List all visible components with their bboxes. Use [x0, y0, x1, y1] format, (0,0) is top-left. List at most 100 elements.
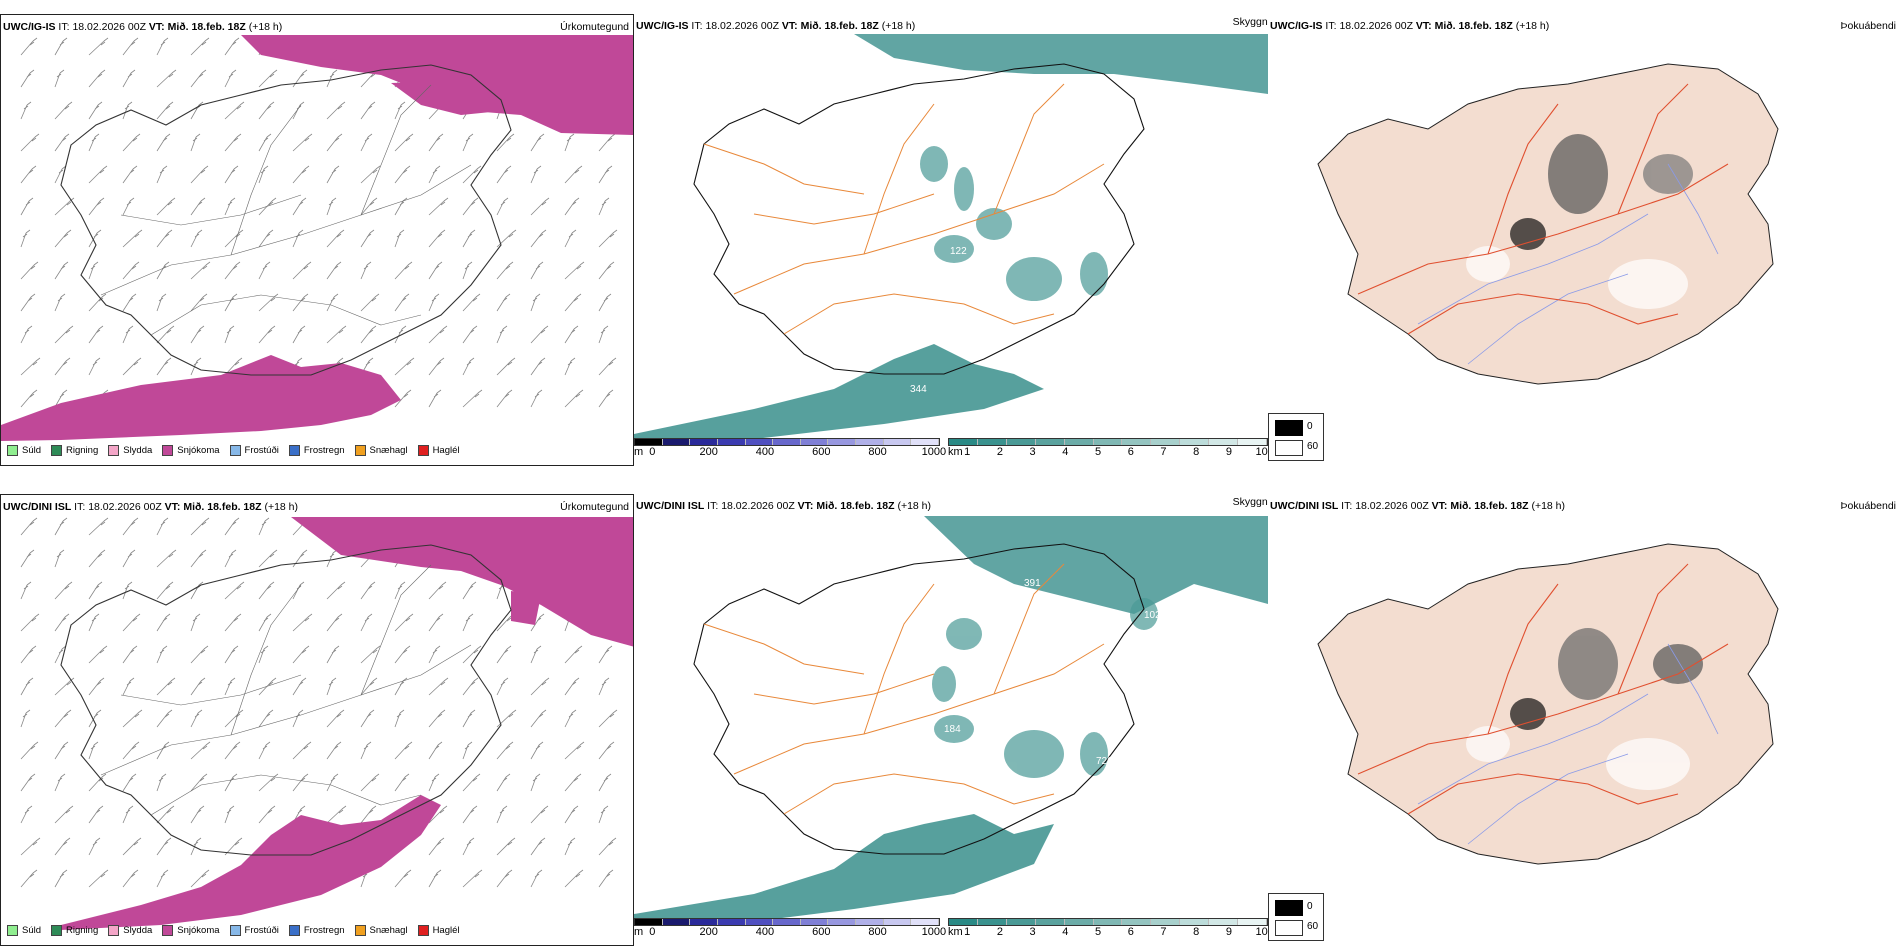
- wind-barb: [394, 613, 414, 632]
- wind-barb: [496, 837, 516, 856]
- wind-barb: [258, 517, 270, 536]
- wind-barb: [360, 709, 375, 728]
- colorbar-tick-label: 0: [649, 926, 656, 938]
- wind-barb: [462, 261, 473, 280]
- visibility-label: 35: [1032, 714, 1044, 725]
- colorbar-swatch: [662, 439, 691, 445]
- legend-swatch: [354, 924, 366, 936]
- wind-barb: [156, 197, 176, 216]
- wind-barb: [54, 549, 65, 568]
- fog-legend-high: 60: [1307, 921, 1319, 932]
- wind-barb: [156, 613, 171, 632]
- colorbar-tick-label: 800: [868, 446, 887, 458]
- wind-barb: [88, 677, 105, 696]
- wind-barb: [360, 741, 372, 760]
- wind-barb: [258, 293, 279, 312]
- colorbar-swatch: [1064, 439, 1094, 445]
- wind-barb: [394, 261, 413, 280]
- colorbar-strip: [634, 918, 940, 926]
- wind-barb: [54, 677, 75, 696]
- wind-barb: [190, 261, 211, 280]
- wind-barb: [88, 517, 109, 536]
- wind-barb: [122, 805, 134, 824]
- colorbar-swatch: [717, 439, 746, 445]
- colorbar-ticks: 1 2 3 4 5 6 7 8 9 10: [948, 446, 1268, 458]
- wind-barb: [428, 645, 441, 664]
- colorbar-tick-label: 3: [1029, 926, 1036, 938]
- wind-barb: [496, 869, 513, 888]
- wind-barb: [258, 229, 274, 248]
- visibility-area-south: [634, 814, 1054, 926]
- colorbar-swatch: [690, 439, 718, 445]
- colorbar-ticks: 1 2 3 4 5 6 7 8 9 10: [948, 926, 1268, 938]
- wind-barb: [564, 229, 577, 248]
- wind-barb: [122, 229, 143, 248]
- height-colorbar: m 0 200 400 600 800 1000: [634, 438, 946, 458]
- wind-barb: [88, 325, 104, 344]
- wind-barb: [292, 581, 305, 600]
- wind-barb: [598, 261, 615, 280]
- rivers: [1417, 643, 1719, 845]
- wind-barb: [598, 293, 612, 312]
- wind-barb: [394, 229, 405, 248]
- legend-swatch: [229, 924, 241, 936]
- wind-barb: [20, 581, 32, 600]
- wind-barb: [190, 133, 201, 152]
- colorbar-tick-label: 400: [755, 926, 775, 938]
- wind-barb: [360, 805, 377, 824]
- wind-barb: [530, 389, 543, 408]
- wind-barb: [496, 645, 512, 664]
- colorbar-tick-label: 1: [964, 446, 971, 458]
- visibility-label: 21: [1122, 742, 1134, 753]
- wind-barb: [54, 741, 69, 760]
- wind-barb: [598, 325, 609, 344]
- wind-barb: [88, 549, 106, 568]
- wind-barb: [292, 293, 309, 312]
- wind-barb: [394, 869, 412, 888]
- wind-barb: [530, 613, 545, 632]
- panel-title: Skyggni: [1232, 496, 1268, 508]
- legend-swatch: [108, 924, 120, 936]
- precip-type-legend: Súld Rigning Slydda Snjókoma Frostúði Fr…: [7, 441, 460, 459]
- snow-area-north: [241, 35, 633, 135]
- wind-barb: [224, 773, 238, 792]
- wind-barb: [88, 869, 109, 888]
- wind-barb: [394, 773, 410, 792]
- wind-barb: [190, 837, 202, 856]
- wind-barb: [122, 133, 141, 152]
- wind-barb: [190, 549, 207, 568]
- wind-barb: [20, 229, 31, 248]
- wind-barb: [88, 805, 104, 824]
- legend-swatch: [417, 444, 429, 456]
- wind-barb: [360, 773, 380, 792]
- panel-header: UWC/DINI ISL IT: 18.02.2026 00Z VT: Mið.…: [636, 500, 932, 512]
- wind-barb: [156, 773, 167, 792]
- wind-barb: [360, 101, 376, 120]
- wind-barb: [156, 677, 176, 696]
- wind-barb: [122, 613, 141, 632]
- road-network: [703, 563, 1105, 815]
- wind-barb: [598, 805, 609, 824]
- legend-item: Súld: [7, 924, 41, 936]
- colorbar-swatch: [1238, 439, 1267, 445]
- colorbar-tick-label: 1000: [921, 926, 947, 938]
- wind-barb: [462, 325, 478, 344]
- wind-barb: [564, 325, 579, 344]
- colorbar-tick-label: 5: [1094, 446, 1102, 458]
- wind-barb: [54, 293, 66, 312]
- colorbar-swatch: [635, 439, 663, 445]
- colorbar-swatch: [745, 439, 774, 445]
- legend-swatch: [51, 924, 63, 936]
- wind-barb: [156, 837, 172, 856]
- wind-barb: [88, 101, 103, 120]
- colorbar-tick-label: 1000: [921, 446, 947, 458]
- wind-barb: [326, 773, 339, 792]
- wind-barb: [462, 197, 479, 216]
- wind-barb: [156, 581, 174, 600]
- wind-barb: [122, 517, 139, 536]
- wind-barb: [394, 165, 411, 184]
- wind-barb: [428, 741, 443, 760]
- wind-barb: [394, 293, 410, 312]
- wind-barb: [598, 773, 612, 792]
- wind-barb: [428, 805, 448, 824]
